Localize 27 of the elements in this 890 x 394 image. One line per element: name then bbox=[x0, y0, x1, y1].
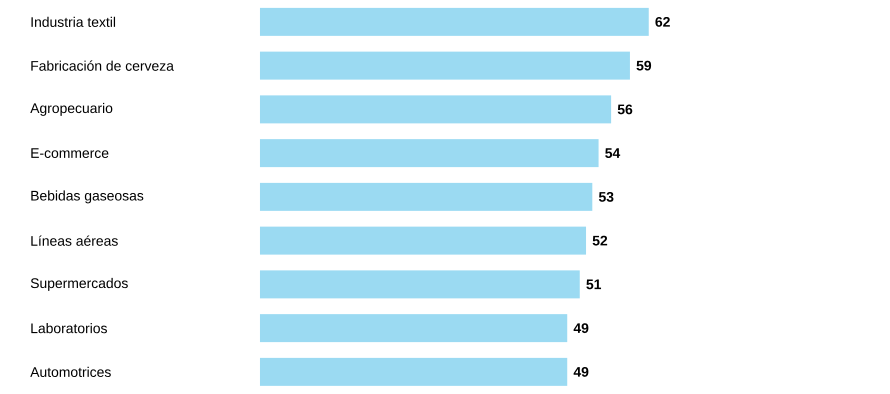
data-label: 59 bbox=[636, 60, 652, 71]
bar bbox=[260, 358, 568, 386]
data-label: 52 bbox=[592, 236, 608, 246]
bar bbox=[260, 226, 586, 255]
bar bbox=[260, 314, 568, 342]
bar bbox=[260, 183, 592, 211]
data-label: 62 bbox=[655, 17, 670, 27]
data-label: 54 bbox=[605, 148, 620, 158]
bar bbox=[260, 52, 630, 80]
bar bbox=[260, 8, 649, 36]
y-tick-label: Fabricación de cerveza bbox=[31, 60, 174, 71]
y-tick-label: Bebidas gaseosas bbox=[31, 190, 144, 204]
data-label: 49 bbox=[574, 367, 588, 377]
y-tick-label: Automotrices bbox=[30, 366, 111, 378]
y-tick-label: Agropecuario bbox=[30, 103, 112, 116]
y-tick-label: Supermercados bbox=[30, 278, 128, 291]
data-label: 56 bbox=[618, 104, 632, 114]
y-tick-label: Laboratorios bbox=[31, 323, 107, 334]
bar bbox=[260, 96, 612, 124]
bar bbox=[260, 139, 599, 168]
data-label: 49 bbox=[574, 323, 588, 334]
data-label: 51 bbox=[586, 280, 602, 290]
y-tick-label: Líneas aéreas bbox=[31, 236, 118, 246]
data-label: 53 bbox=[598, 192, 614, 202]
y-tick-label: Industria textil bbox=[31, 16, 116, 28]
bar bbox=[260, 270, 580, 298]
y-tick-label: E-commerce bbox=[31, 148, 108, 158]
